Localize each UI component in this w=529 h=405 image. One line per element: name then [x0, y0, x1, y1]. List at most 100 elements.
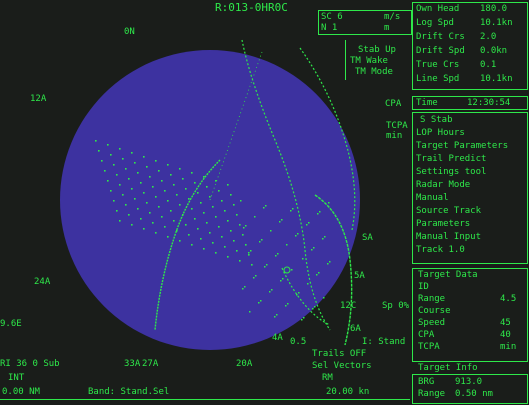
target-info-title: Target Info [418, 363, 478, 373]
echo-dot [312, 308, 314, 310]
echo-field [95, 140, 331, 321]
echo-dot [101, 160, 103, 162]
echo-dot [128, 214, 130, 216]
track-trace-a [241, 39, 331, 331]
status-line-2: N 1 [321, 23, 338, 33]
echo-dot [131, 152, 133, 154]
menu-item[interactable]: Manual Input [416, 232, 482, 242]
echo-dot [297, 233, 299, 235]
sector-label: 27A [142, 359, 159, 369]
speed-readout: 20.00 kn [326, 387, 370, 397]
echo-dot [233, 204, 235, 206]
echo-dot [248, 252, 250, 254]
menu-item[interactable]: Parameters [416, 219, 471, 229]
echo-dot [255, 275, 257, 277]
echo-dot [110, 190, 112, 192]
echo-dot [260, 300, 262, 302]
display-mode[interactable]: TM Mode [355, 67, 393, 77]
menu-item[interactable]: Settings tool [416, 167, 487, 177]
echo-dot [327, 263, 329, 265]
target-row-label: Speed [418, 318, 446, 328]
echo-dot [248, 254, 250, 256]
menu-item[interactable]: Target Parameters [416, 141, 509, 151]
echo-dot [314, 306, 316, 308]
echo-dot [110, 154, 112, 156]
menu-item[interactable]: Trail Predict [416, 154, 487, 164]
band-readout[interactable]: Band: Stand.Sel [88, 387, 170, 397]
echo-dot [191, 244, 193, 246]
time-label: Time [416, 98, 438, 108]
nav-value: 180.0 [480, 4, 508, 14]
echo-dot [158, 170, 160, 172]
echo-dot [269, 291, 271, 293]
echo-dot [107, 144, 109, 146]
echo-dot [242, 234, 244, 236]
echo-dot [176, 230, 178, 232]
echo-dot [98, 150, 100, 152]
echo-dot [119, 220, 121, 222]
target-row-label: Range [418, 294, 446, 304]
menu-item[interactable]: S Stab [420, 115, 453, 125]
nav-label: Drift Crs [416, 32, 465, 42]
menu-item[interactable]: Manual [416, 193, 449, 203]
echo-dot [245, 244, 247, 246]
menu-item[interactable]: LOP Hours [416, 128, 465, 138]
echo-dot [311, 249, 313, 251]
ring-value: 0.5 [290, 337, 307, 347]
echo-dot [125, 168, 127, 170]
echo-dot [203, 212, 205, 214]
echo-dot [185, 188, 187, 190]
echo-dot [107, 180, 109, 182]
echo-dot [140, 182, 142, 184]
echo-dot [167, 164, 169, 166]
menu-item[interactable]: Radar Mode [416, 180, 471, 190]
echo-dot [271, 289, 273, 291]
target-row-value: 40 [500, 330, 511, 340]
echo-dot [242, 288, 244, 290]
echo-dot [146, 166, 148, 168]
echo-dot [313, 247, 315, 249]
stab-mode[interactable]: Stab Up [358, 45, 396, 55]
echo-dot [218, 226, 220, 228]
echo-dot [316, 274, 318, 276]
nav-label: Drift Spd [416, 46, 465, 56]
target-row-label: ID [418, 282, 429, 292]
edge-left-mid: 9.6E [0, 319, 22, 329]
echo-dot [143, 156, 145, 158]
edge-right-low: 6A [350, 324, 361, 334]
echo-dot [209, 196, 211, 198]
coastline-b [281, 267, 331, 326]
echo-dot [277, 253, 279, 255]
echo-dot [125, 204, 127, 206]
time-value: 12:30:54 [467, 98, 511, 108]
echo-dot [152, 186, 154, 188]
echo-dot [276, 314, 278, 316]
echo-dot [243, 227, 245, 229]
echo-dot [323, 297, 325, 299]
nav-value: 10.1kn [480, 74, 513, 84]
vectors-status[interactable]: Sel Vectors [312, 361, 372, 371]
echo-dot [240, 200, 242, 202]
menu-item[interactable]: Source Track [416, 206, 482, 216]
echo-dot [182, 178, 184, 180]
echo-dot [158, 206, 160, 208]
echo-dot [206, 222, 208, 224]
status-unit-2: m [384, 23, 390, 33]
echo-dot [296, 294, 298, 296]
edge-r5: 5A [354, 271, 365, 281]
echo-dot [319, 211, 321, 213]
menu-item[interactable]: Track 1.0 [416, 245, 465, 255]
nav-value: 10.1kn [480, 18, 513, 28]
trails-status[interactable]: Trails OFF [312, 349, 367, 359]
echo-dot [185, 224, 187, 226]
tcpa-label: TCPA [386, 121, 408, 131]
edge-lower-mid: 33A [124, 359, 141, 369]
echo-dot [215, 252, 217, 254]
status-unit-1: m/s [384, 12, 401, 22]
echo-dot [173, 220, 175, 222]
motion-mode[interactable]: TM Wake [350, 56, 388, 66]
echo-dot [134, 198, 136, 200]
echo-dot [95, 140, 97, 142]
echo-dot [264, 266, 266, 268]
